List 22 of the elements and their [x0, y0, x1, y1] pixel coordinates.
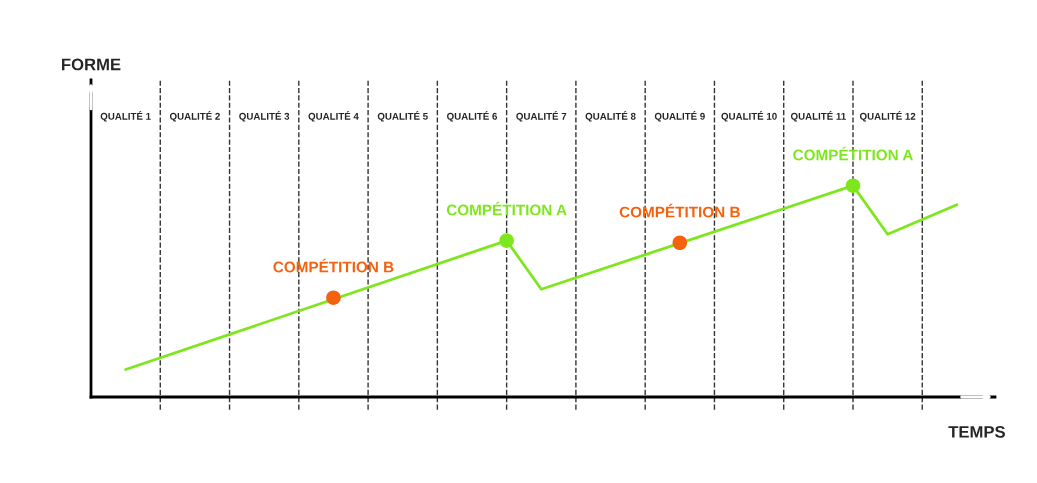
x-tick-label: QUALITÉ 6: [447, 111, 498, 122]
y-axis-title: FORME: [62, 58, 121, 71]
x-tick-label: QUALITÉ 10: [721, 111, 777, 122]
x-tick-label: QUALITÉ 11: [790, 111, 846, 122]
point: [672, 235, 688, 251]
series-label: COMPÉTITION B: [619, 203, 740, 218]
point: [845, 178, 861, 193]
text: COMPÉTITION A: [793, 146, 913, 161]
x-tick-label: QUALITÉ 1: [100, 111, 151, 122]
x-tick-label: QUALITÉ 7: [516, 111, 567, 122]
x-tick-label: QUALITÉ 8: [585, 111, 636, 122]
x-tick-label: QUALITÉ 3: [239, 111, 290, 122]
point: [499, 233, 514, 248]
point: [326, 290, 341, 305]
x-tick-label: QUALITÉ 2: [169, 111, 220, 122]
text: COMPÉTITION B: [273, 258, 394, 273]
x-tick-label: QUALITÉ 5: [377, 111, 428, 122]
series-label: COMPÉTITION A: [446, 201, 567, 216]
x-tick-label: QUALITÉ 9: [654, 111, 705, 122]
x-tick-label: QUALITÉ 12: [859, 111, 916, 122]
x-axis-title: TEMPS: [948, 425, 1005, 438]
x-tick-label: QUALITÉ 4: [308, 111, 359, 122]
